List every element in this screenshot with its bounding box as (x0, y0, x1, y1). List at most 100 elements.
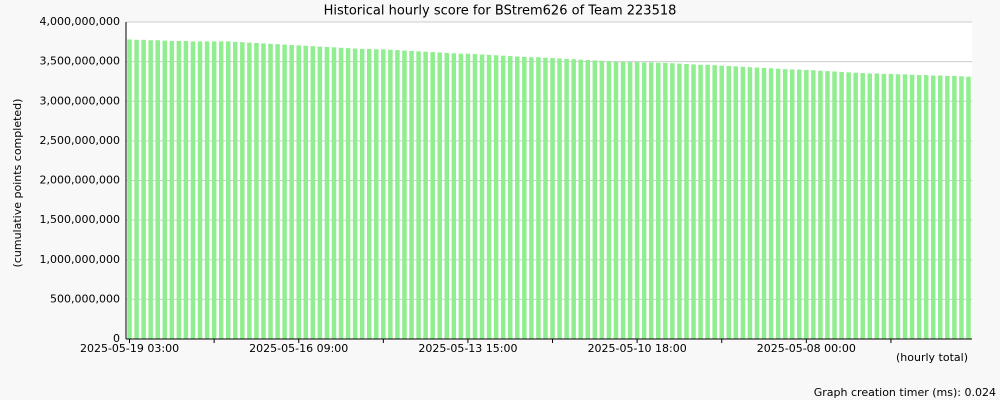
bar (233, 41, 238, 339)
y-tick-label: 1,000,000,000 (40, 253, 120, 266)
bar (282, 44, 287, 340)
bar (197, 41, 203, 339)
bar (479, 54, 485, 340)
bar (472, 54, 478, 339)
bar (141, 39, 146, 340)
bar (606, 61, 612, 339)
bar (359, 48, 365, 339)
bar (648, 62, 654, 339)
x-tick-label: 2025-05-16 09:00 (249, 342, 348, 355)
bar (698, 64, 703, 340)
bar (641, 62, 647, 339)
bar (571, 59, 576, 340)
y-tick-label: 3,500,000,000 (40, 55, 120, 68)
bar (458, 53, 464, 339)
bar (564, 58, 569, 339)
bar (493, 55, 499, 339)
bar (507, 56, 513, 339)
bar (557, 58, 562, 340)
x-axis-label: (hourly total) (896, 351, 968, 364)
bar (366, 48, 372, 339)
bar (416, 51, 421, 339)
bar (155, 40, 160, 339)
footer: Graph creation timer (ms): 0.024 (814, 386, 996, 399)
bar (874, 73, 880, 339)
x-tick-label: 2025-05-10 18:00 (588, 342, 687, 355)
bar (902, 74, 908, 340)
bar (296, 45, 301, 339)
bar (303, 45, 309, 340)
bar (740, 66, 746, 340)
bar (895, 74, 901, 340)
bar (888, 73, 894, 339)
bar (747, 67, 753, 340)
bar (324, 46, 330, 340)
bar (754, 67, 760, 339)
bar (634, 62, 640, 340)
bar (465, 53, 471, 339)
y-tick-label: 2,500,000,000 (40, 134, 120, 147)
bar (134, 39, 139, 340)
bar (388, 49, 393, 340)
bar (811, 70, 816, 339)
bar (423, 51, 428, 339)
bar (486, 54, 492, 340)
bar (451, 53, 457, 340)
bar (261, 43, 266, 340)
bar (500, 55, 506, 340)
bar (522, 56, 527, 340)
bar (959, 76, 964, 339)
bar (402, 50, 407, 339)
bar (945, 75, 950, 339)
bar (712, 65, 717, 339)
bar (437, 52, 442, 339)
x-tick-label: 2025-05-19 03:00 (80, 342, 179, 355)
bar (183, 41, 189, 340)
bar (529, 57, 534, 340)
bar (338, 47, 344, 339)
bar (204, 41, 210, 339)
bar (620, 61, 626, 339)
bar (804, 69, 809, 339)
bar (409, 50, 414, 340)
bar (536, 57, 541, 340)
bar (592, 60, 598, 339)
y-tick-label: 0 (113, 332, 120, 345)
chart-title: Historical hourly score for BStrem626 of… (324, 4, 677, 19)
bar (395, 50, 400, 339)
bar (162, 40, 168, 339)
bar (148, 40, 153, 339)
y-tick-label: 1,500,000,000 (40, 213, 120, 226)
bar (169, 41, 175, 340)
bar (578, 59, 583, 340)
y-tick-label: 4,000,000,000 (40, 15, 120, 28)
bar (254, 43, 259, 339)
bar (705, 64, 710, 340)
bar (218, 41, 224, 339)
bar (775, 68, 781, 339)
bar (782, 69, 788, 339)
bar (733, 66, 739, 339)
bar (825, 71, 830, 339)
y-tick-label: 500,000,000 (50, 292, 120, 305)
bar (613, 61, 619, 339)
bar (275, 44, 280, 339)
bar (867, 73, 873, 339)
bar (656, 62, 661, 339)
bar (719, 65, 724, 340)
bar (818, 70, 823, 340)
bar (381, 49, 386, 340)
bar (331, 47, 337, 340)
bar (684, 64, 689, 339)
bar (317, 46, 323, 339)
bar (430, 52, 435, 340)
bar (663, 62, 668, 339)
bar (768, 68, 774, 339)
bar (352, 48, 358, 340)
bar (670, 63, 675, 340)
bar (127, 39, 132, 340)
bar (677, 63, 682, 339)
bar (550, 58, 555, 340)
bar (860, 73, 865, 340)
